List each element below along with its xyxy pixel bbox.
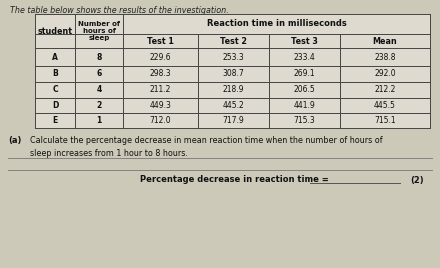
Text: Test 2: Test 2 bbox=[220, 36, 247, 46]
Text: 441.9: 441.9 bbox=[293, 101, 315, 110]
Text: (a): (a) bbox=[8, 136, 22, 145]
Text: 445.5: 445.5 bbox=[374, 101, 396, 110]
Text: C: C bbox=[52, 85, 58, 95]
Text: Calculate the percentage decrease in mean reaction time when the number of hours: Calculate the percentage decrease in mea… bbox=[30, 136, 383, 158]
Text: 238.8: 238.8 bbox=[374, 53, 396, 61]
Text: 712.0: 712.0 bbox=[150, 116, 171, 125]
Text: A: A bbox=[52, 53, 58, 61]
Text: 715.3: 715.3 bbox=[293, 116, 315, 125]
Text: Test 3: Test 3 bbox=[291, 36, 318, 46]
Text: 8: 8 bbox=[96, 53, 102, 61]
Bar bbox=[35, 14, 430, 128]
Text: 298.3: 298.3 bbox=[150, 69, 171, 79]
Text: 233.4: 233.4 bbox=[293, 53, 315, 61]
Text: 445.2: 445.2 bbox=[223, 101, 244, 110]
Text: 1: 1 bbox=[96, 116, 102, 125]
Text: 4: 4 bbox=[96, 85, 102, 95]
Text: Number of
hours of
sleep: Number of hours of sleep bbox=[78, 21, 120, 41]
Text: 6: 6 bbox=[96, 69, 102, 79]
Text: 253.3: 253.3 bbox=[223, 53, 244, 61]
Text: student: student bbox=[37, 27, 73, 35]
Text: 269.1: 269.1 bbox=[293, 69, 315, 79]
Text: 229.6: 229.6 bbox=[150, 53, 171, 61]
Text: The table below shows the results of the investigation.: The table below shows the results of the… bbox=[10, 6, 229, 15]
Text: 218.9: 218.9 bbox=[223, 85, 244, 95]
Text: Test 1: Test 1 bbox=[147, 36, 174, 46]
Text: 211.2: 211.2 bbox=[150, 85, 171, 95]
Text: 212.2: 212.2 bbox=[374, 85, 396, 95]
Text: 308.7: 308.7 bbox=[223, 69, 244, 79]
Text: E: E bbox=[52, 116, 58, 125]
Text: Percentage decrease in reaction time =: Percentage decrease in reaction time = bbox=[140, 176, 329, 184]
Text: 2: 2 bbox=[96, 101, 102, 110]
Text: 449.3: 449.3 bbox=[150, 101, 172, 110]
Text: 717.9: 717.9 bbox=[223, 116, 244, 125]
Text: 715.1: 715.1 bbox=[374, 116, 396, 125]
Text: B: B bbox=[52, 69, 58, 79]
Text: Mean: Mean bbox=[373, 36, 397, 46]
Text: (2): (2) bbox=[410, 176, 424, 184]
Text: 292.0: 292.0 bbox=[374, 69, 396, 79]
Text: 206.5: 206.5 bbox=[293, 85, 315, 95]
Text: Reaction time in milliseconds: Reaction time in milliseconds bbox=[207, 20, 346, 28]
Text: D: D bbox=[52, 101, 58, 110]
